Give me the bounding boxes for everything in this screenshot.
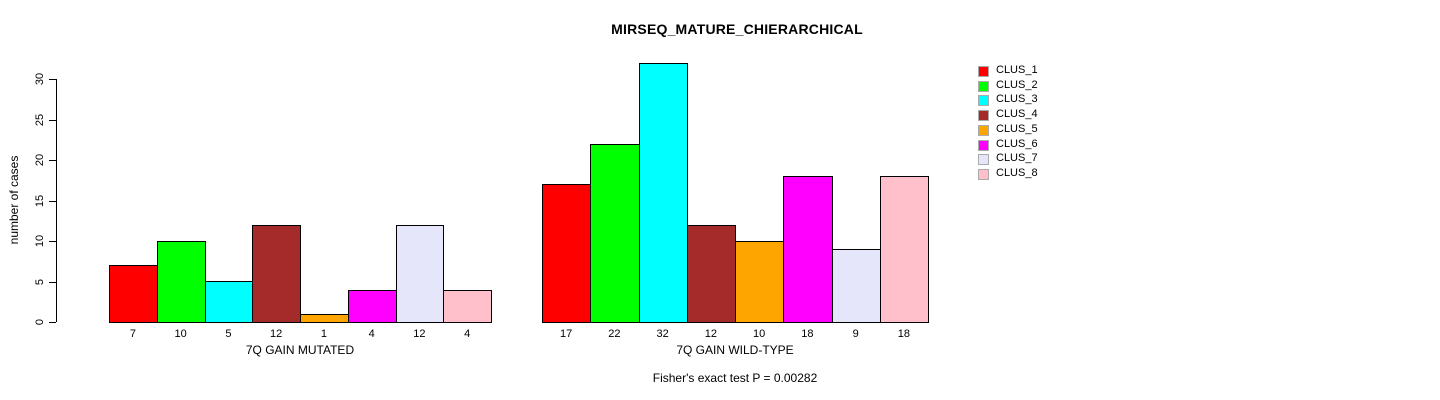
bar-value-label: 9: [852, 328, 859, 340]
caption: Fisher's exact test P = 0.00282: [652, 371, 818, 385]
y-tick-label: 10: [34, 234, 46, 248]
bar-clus_5: [300, 314, 349, 323]
y-tick-label: 20: [34, 153, 46, 167]
legend-label: CLUS_2: [996, 78, 1038, 91]
bar-clus_4: [686, 225, 736, 323]
bar-clus_4: [252, 225, 301, 323]
legend-label: CLUS_7: [996, 152, 1038, 165]
bar-clus_3: [204, 281, 254, 323]
chart-title: MIRSEQ_MATURE_CHIERARCHICAL: [611, 21, 863, 37]
bar-clus_6: [347, 290, 397, 323]
legend-label: CLUS_1: [996, 64, 1038, 76]
legend-label: CLUS_4: [996, 108, 1038, 121]
y-tick-label: 30: [34, 72, 46, 86]
bar-value-label: 7: [129, 328, 136, 340]
bar-clus_1: [109, 265, 158, 323]
y-axis-line: [56, 79, 57, 322]
bar-value-label: 18: [897, 328, 910, 340]
y-tick-label: 0: [34, 318, 46, 326]
bar-value-label: 4: [368, 328, 375, 340]
legend-label: CLUS_5: [996, 122, 1038, 135]
y-tick-mark: [49, 281, 56, 283]
legend-swatch-clus_8: [978, 168, 989, 180]
legend-swatch-clus_7: [978, 154, 989, 166]
y-tick-label: 15: [34, 194, 46, 207]
y-tick-label: 25: [34, 113, 46, 126]
legend-label: CLUS_3: [996, 93, 1038, 106]
bar-clus_6: [783, 176, 833, 323]
y-tick-mark: [49, 160, 56, 161]
bar-value-label: 5: [225, 328, 232, 340]
bar-value-label: 12: [413, 328, 426, 340]
y-tick-mark: [49, 241, 56, 242]
bar-value-label: 22: [608, 328, 621, 340]
bar-clus_2: [156, 241, 206, 323]
y-tick-mark: [49, 79, 56, 80]
legend-swatch-clus_1: [978, 66, 989, 77]
legend-label: CLUS_8: [996, 166, 1038, 179]
bar-value-label: 10: [174, 328, 187, 340]
y-axis-label: number of cases: [7, 155, 21, 245]
bar-clus_8: [879, 176, 929, 323]
y-tick-mark: [49, 200, 56, 202]
bar-value-label: 32: [656, 328, 669, 340]
bar-value-label: 18: [801, 328, 814, 340]
bar-clus_7: [831, 249, 881, 323]
legend-swatch-clus_3: [978, 95, 989, 107]
bar-clus_7: [395, 225, 445, 323]
y-tick-mark: [49, 322, 56, 323]
bar-clus_2: [590, 144, 640, 323]
y-tick-mark: [49, 119, 56, 121]
bar-value-label: 1: [320, 328, 327, 340]
x-axis-group-label: 7Q GAIN WILD-TYPE: [676, 343, 794, 357]
bar-value-label: 10: [753, 328, 766, 340]
bar-clus_1: [542, 184, 592, 323]
bar-clus_8: [443, 290, 492, 323]
legend-swatch-clus_6: [978, 139, 989, 151]
bar-value-label: 12: [270, 328, 283, 340]
legend-swatch-clus_5: [978, 124, 989, 136]
bar-value-label: 12: [704, 328, 717, 340]
legend-label: CLUS_6: [996, 137, 1038, 150]
legend-swatch-clus_4: [978, 110, 989, 122]
y-tick-label: 5: [34, 278, 46, 285]
bar-value-label: 17: [560, 328, 573, 340]
bar-clus_3: [638, 63, 688, 323]
x-axis-group-label: 7Q GAIN MUTATED: [245, 343, 355, 357]
bar-value-label: 4: [464, 328, 471, 340]
bar-clus_5: [735, 241, 785, 323]
legend-swatch-clus_2: [978, 80, 989, 92]
